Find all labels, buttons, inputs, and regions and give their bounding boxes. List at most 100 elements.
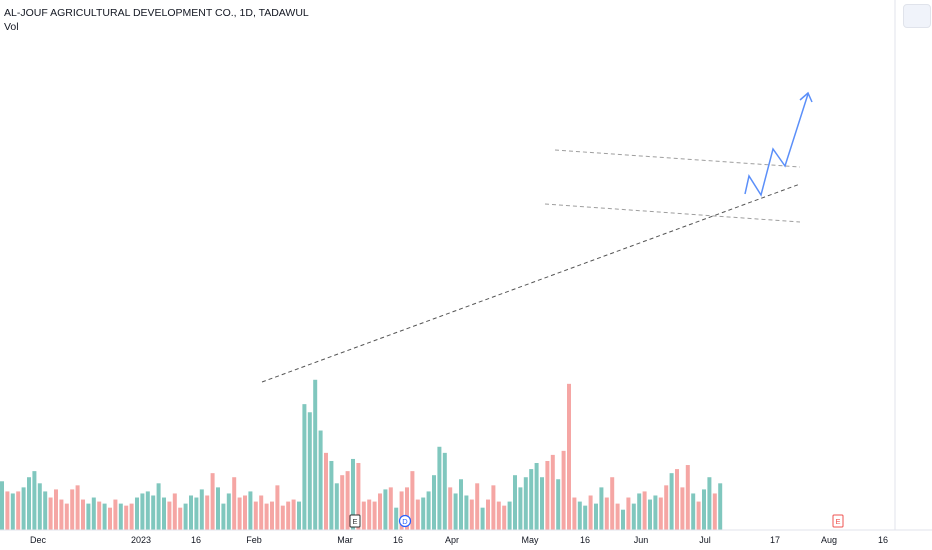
volume-bars xyxy=(0,379,723,530)
volume-bar xyxy=(680,487,685,530)
volume-bar xyxy=(86,503,91,530)
volume-bar xyxy=(626,497,631,530)
time-tick-label: Mar xyxy=(337,535,353,545)
volume-bar xyxy=(410,471,415,530)
volume-bar xyxy=(270,501,274,530)
volume-bar xyxy=(556,479,561,530)
volume-bar xyxy=(351,458,355,530)
volume-bar xyxy=(361,501,366,530)
volume-bar xyxy=(145,491,150,530)
volume-bar xyxy=(378,493,382,530)
channel-upper-line xyxy=(554,149,801,168)
volume-bar xyxy=(135,497,139,530)
volume-bar xyxy=(459,479,463,530)
volume-bar xyxy=(97,501,102,530)
volume-bar xyxy=(140,493,145,530)
time-tick-label: Dec xyxy=(30,535,47,545)
volume-bar xyxy=(178,507,183,530)
time-axis[interactable]: Dec 2023 16 Feb Mar 16 Apr May 16 Jun Jul 17 Aug 16 xyxy=(30,535,888,545)
volume-bar xyxy=(399,491,404,530)
volume-bar xyxy=(491,485,496,530)
marker-label: E xyxy=(352,517,357,526)
volume-bar xyxy=(21,487,26,530)
volume-bar xyxy=(259,495,264,530)
volume-bar xyxy=(167,501,172,530)
volume-bar xyxy=(118,503,123,530)
volume-bar xyxy=(631,503,636,530)
volume-bar xyxy=(658,497,663,530)
volume-bar xyxy=(594,503,598,530)
volume-bar xyxy=(383,489,388,530)
volume-bar xyxy=(0,481,4,530)
volume-bar xyxy=(108,507,112,530)
chart-settings-button[interactable] xyxy=(903,4,931,28)
volume-bar xyxy=(297,501,301,530)
symbol-title: AL-JOUF AGRICULTURAL DEVELOPMENT CO., 1D… xyxy=(4,7,309,19)
volume-bar xyxy=(453,493,458,530)
volume-bar xyxy=(669,473,674,530)
volume-bar xyxy=(567,383,571,530)
volume-bar xyxy=(372,501,377,530)
earnings-marker xyxy=(349,514,361,528)
volume-bar xyxy=(691,493,696,530)
volume-bar xyxy=(469,499,474,530)
time-tick-label: Aug xyxy=(821,535,837,545)
volume-bar xyxy=(275,485,280,530)
volume-bar xyxy=(70,489,75,530)
earnings-marker xyxy=(832,514,844,528)
volume-bar xyxy=(707,477,712,530)
volume-bar xyxy=(27,477,31,530)
volume-bar xyxy=(583,505,588,530)
time-tick-label: 2023 xyxy=(131,535,151,545)
volume-bar xyxy=(248,491,253,530)
volume-bar xyxy=(340,475,345,530)
volume-bar xyxy=(286,501,291,530)
time-tick-label: May xyxy=(521,535,539,545)
volume-bar xyxy=(426,491,431,530)
volume-bar xyxy=(615,503,620,530)
volume-bar xyxy=(43,491,48,530)
volume-bar xyxy=(415,499,420,530)
volume-bar xyxy=(253,501,258,530)
volume-bar xyxy=(221,503,226,530)
volume-bar xyxy=(518,487,523,530)
marker-label: E xyxy=(835,517,840,526)
volume-bar xyxy=(199,489,204,530)
time-tick-label: 17 xyxy=(770,535,780,545)
time-tick-label: 16 xyxy=(191,535,201,545)
volume-bar xyxy=(523,477,528,530)
volume-bar xyxy=(329,460,334,530)
volume-bar xyxy=(696,501,701,530)
volume-bar xyxy=(81,499,85,530)
volume-bar xyxy=(540,477,544,530)
projection-path xyxy=(744,93,809,197)
volume-bar xyxy=(151,495,156,530)
volume-bar xyxy=(307,412,312,530)
volume-bar xyxy=(205,495,210,530)
volume-bar xyxy=(291,499,296,530)
volume-bar xyxy=(189,495,193,530)
volume-bar xyxy=(5,491,10,530)
volume-bar xyxy=(54,489,58,530)
volume-bar xyxy=(210,473,215,530)
support-trendline xyxy=(261,183,801,383)
marker-label: D xyxy=(402,517,408,526)
volume-bar xyxy=(16,491,21,530)
volume-bar xyxy=(442,452,447,530)
volume-bar xyxy=(243,495,247,530)
volume-bar xyxy=(637,493,642,530)
volume-bar xyxy=(37,483,42,530)
volume-bar xyxy=(664,485,669,530)
volume-bar xyxy=(32,471,37,530)
volume-bar xyxy=(64,503,69,530)
volume-bar xyxy=(432,475,436,530)
time-tick-label: 16 xyxy=(878,535,888,545)
volume-bar xyxy=(280,505,285,530)
time-tick-label: Jul xyxy=(699,535,711,545)
channel-lower-line xyxy=(544,203,801,223)
volume-bar xyxy=(486,499,490,530)
chart-legend: AL-JOUF AGRICULTURAL DEVELOPMENT CO., 1D… xyxy=(4,6,309,34)
